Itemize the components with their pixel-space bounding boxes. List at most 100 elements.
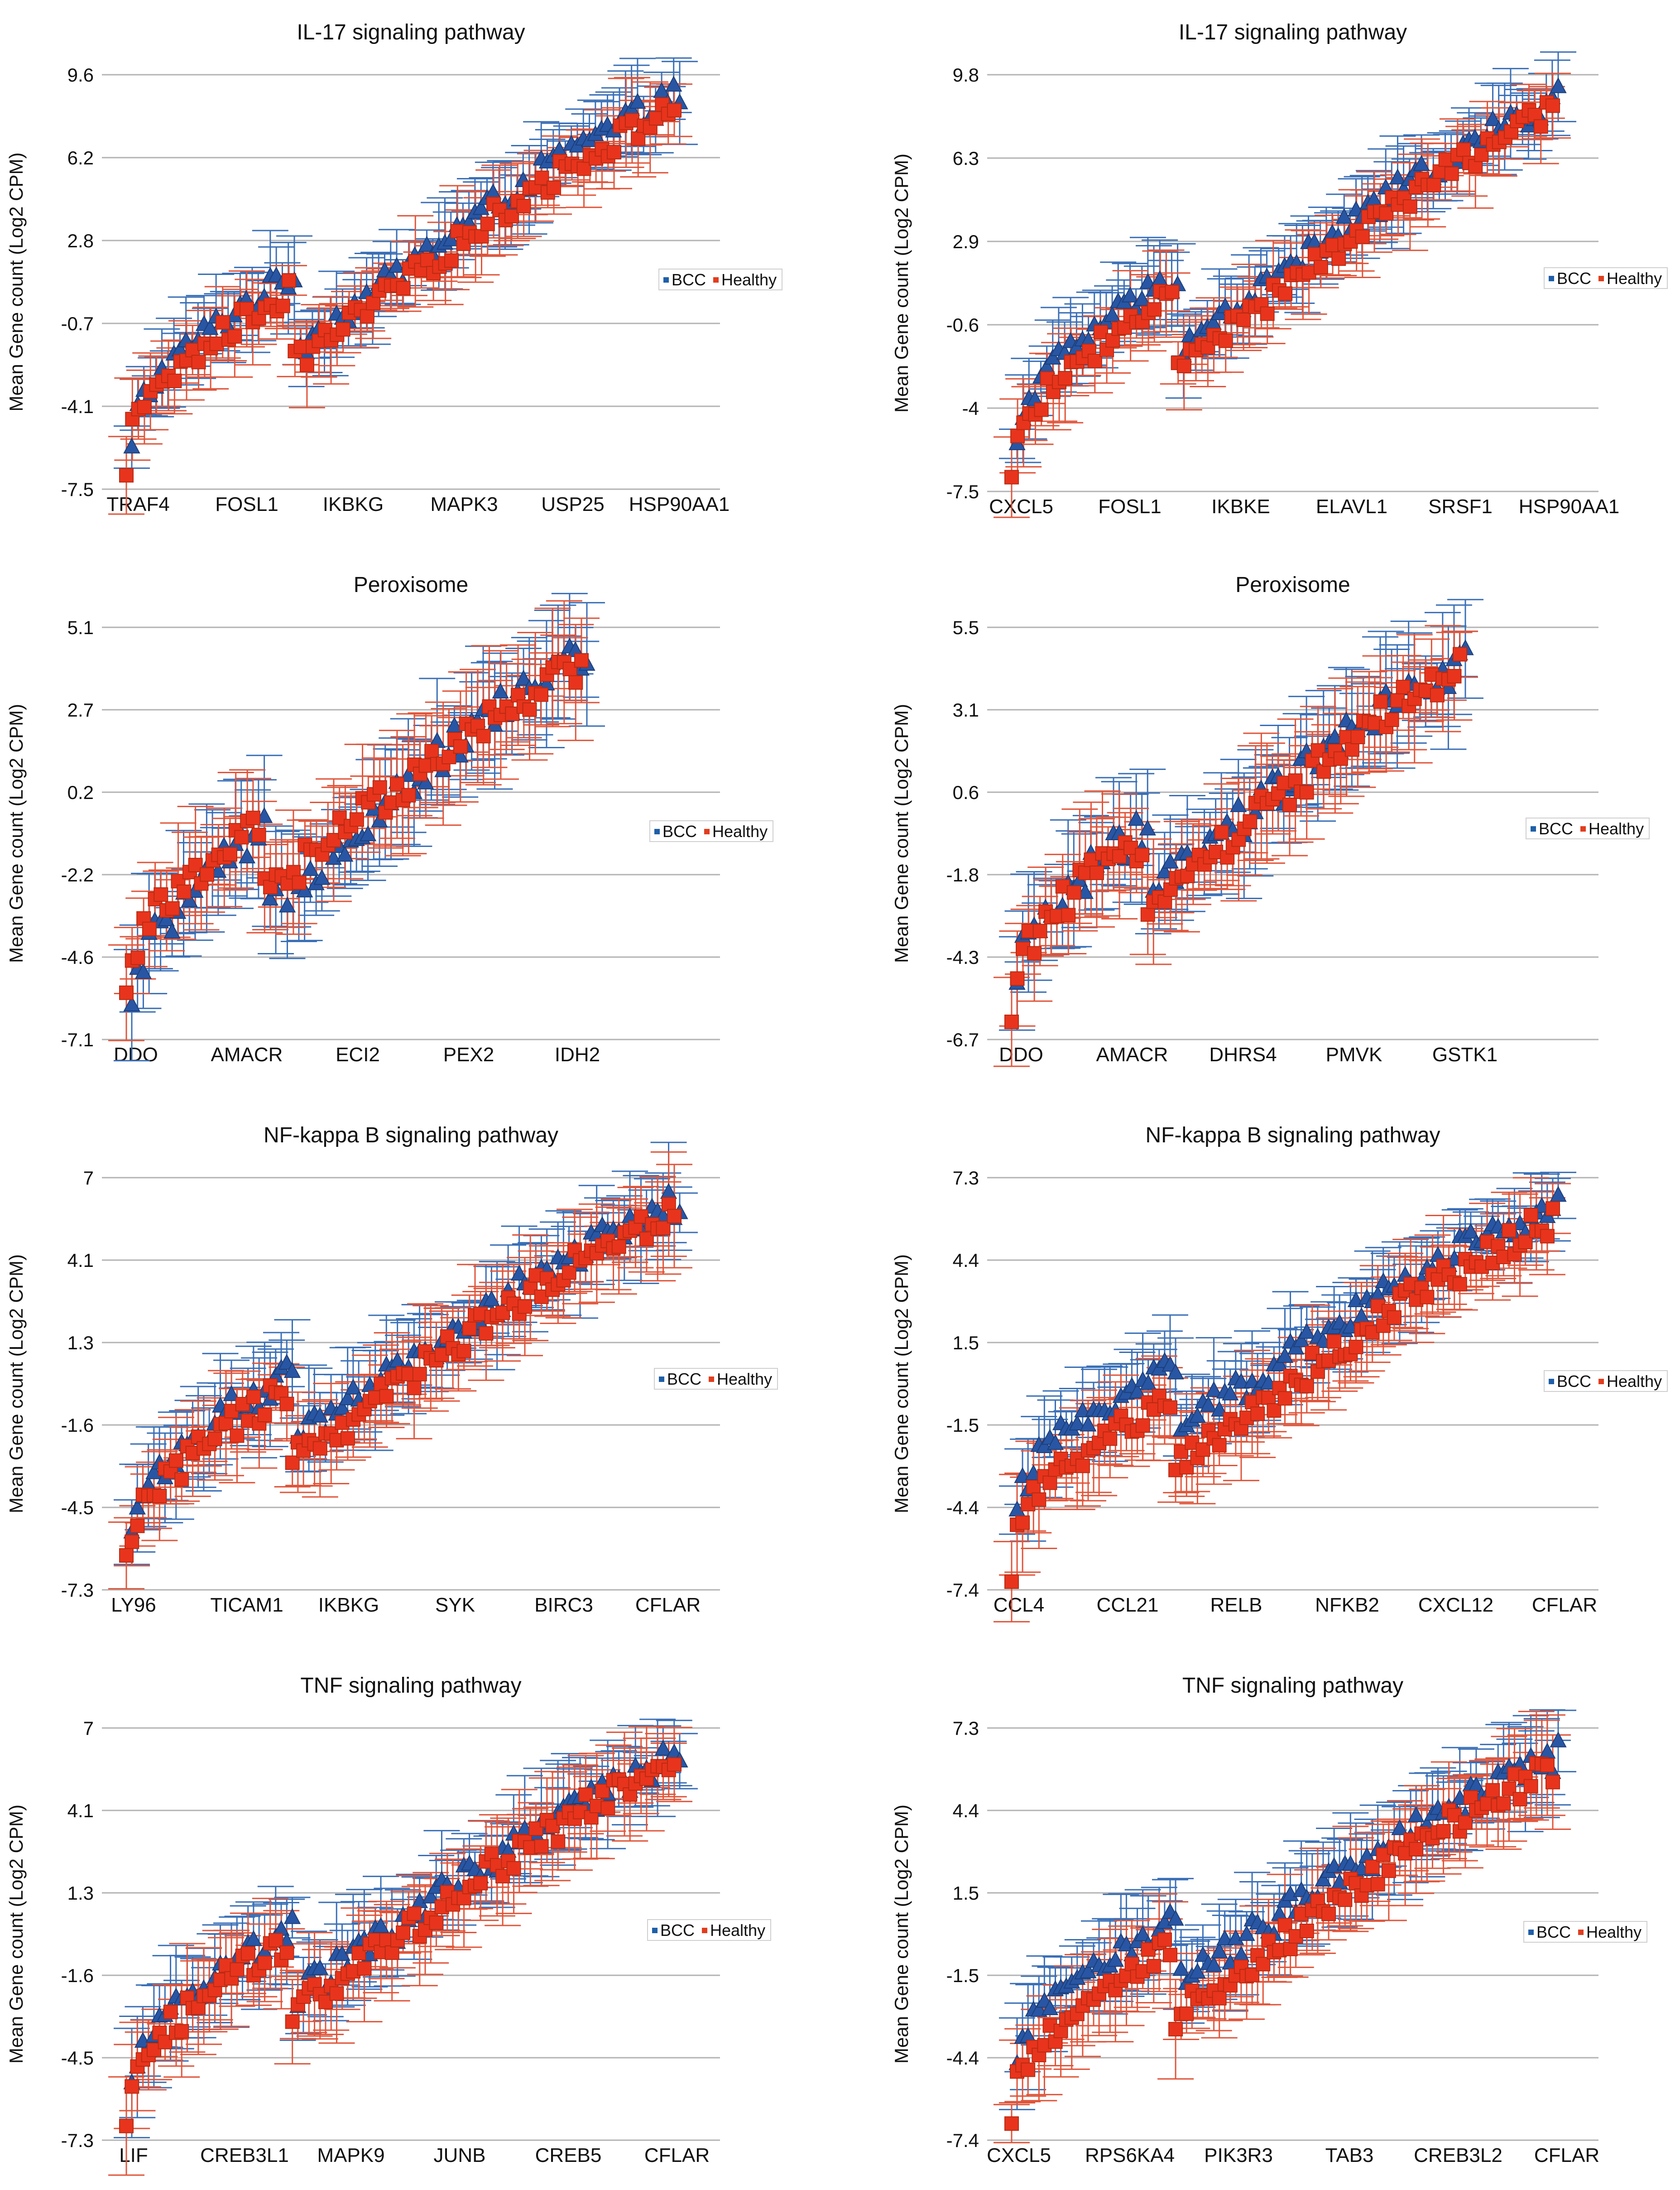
y-tick-label: 3.1 <box>953 699 979 721</box>
data-point-bcc <box>1205 1381 1223 1397</box>
data-point-healthy <box>1540 1229 1555 1244</box>
data-point-bcc <box>1484 110 1502 126</box>
y-tick-label: 4.1 <box>67 1800 94 1821</box>
y-tick-label: -4.5 <box>61 2047 94 2069</box>
data-point-healthy <box>1103 1431 1118 1446</box>
data-point-healthy <box>1379 206 1394 221</box>
data-point-healthy <box>396 281 411 296</box>
legend: BCC Healthy <box>658 269 782 290</box>
data-point-healthy <box>462 1321 477 1336</box>
data-point-bcc <box>1233 1372 1250 1389</box>
markers-healthy <box>119 1197 682 1563</box>
data-point-healthy <box>576 161 591 176</box>
data-point-healthy <box>547 180 562 195</box>
data-point-healthy <box>1236 313 1251 327</box>
x-tick-label: NFKB2 <box>1315 1594 1379 1616</box>
data-point-healthy <box>667 1208 682 1223</box>
legend: BCC Healthy <box>1544 1370 1668 1392</box>
data-point-healthy <box>1004 1574 1019 1589</box>
legend-swatch-bcc <box>659 1377 664 1382</box>
y-tick-label: -0.6 <box>946 314 979 336</box>
legend-swatch-healthy <box>713 277 719 283</box>
data-point-healthy <box>1327 1334 1342 1349</box>
data-point-bcc <box>238 847 256 864</box>
y-axis-label: Mean Gene count (Log2 CPM) <box>891 704 912 963</box>
data-point-bcc <box>1271 1355 1288 1371</box>
data-point-bcc <box>210 862 227 878</box>
y-tick-label: -4.6 <box>61 947 94 968</box>
legend-label-healthy: Healthy <box>1589 819 1644 838</box>
legend-swatch-healthy <box>709 1377 714 1382</box>
markers-healthy <box>119 653 589 1000</box>
data-point-bcc <box>181 891 198 907</box>
legend: BCC Healthy <box>1526 818 1650 839</box>
y-tick-label: -7.1 <box>61 1029 94 1050</box>
data-point-bcc <box>388 257 405 273</box>
y-axis-label: Mean Gene count (Log2 CPM) <box>5 1805 27 2064</box>
y-tick-label: -1.8 <box>946 864 979 886</box>
data-point-healthy <box>516 199 531 214</box>
data-point-healthy <box>1546 1201 1560 1216</box>
y-tick-label: 2.7 <box>67 699 94 721</box>
data-point-healthy <box>1058 371 1073 386</box>
y-tick-label: 9.8 <box>953 64 979 86</box>
data-point-healthy <box>1384 712 1399 727</box>
data-point-healthy <box>366 296 381 311</box>
markers-healthy <box>119 97 682 483</box>
data-point-healthy <box>340 1431 355 1446</box>
y-tick-label: 1.3 <box>67 1332 94 1353</box>
x-tick-label: IKBKG <box>318 1594 379 1616</box>
data-point-healthy <box>1243 814 1258 829</box>
y-tick-label: 2.9 <box>953 231 979 252</box>
data-point-bcc <box>163 923 181 939</box>
data-point-healthy <box>407 1381 422 1396</box>
chart-title: Peroxisome <box>1235 573 1350 597</box>
data-point-healthy <box>1034 402 1049 417</box>
data-point-bcc <box>1074 1401 1091 1418</box>
data-point-healthy <box>1165 284 1180 299</box>
data-point-healthy <box>1214 825 1229 840</box>
x-tick-label: DDO <box>999 1044 1043 1066</box>
data-point-bcc <box>1230 796 1247 812</box>
data-point-healthy <box>479 1326 494 1341</box>
data-point-bcc <box>278 896 296 913</box>
data-point-healthy <box>191 355 206 370</box>
data-point-bcc <box>1069 1414 1086 1431</box>
data-point-healthy <box>1075 1458 1090 1473</box>
data-point-bcc <box>261 890 278 906</box>
chart-title: Peroxisome <box>354 573 468 597</box>
data-point-healthy <box>1089 865 1104 880</box>
chart-panel-4: Peroxisome Mean Gene count (Log2 CPM) 5.5 3… <box>891 573 1650 1067</box>
data-point-healthy <box>207 1431 222 1446</box>
data-point-healthy <box>1212 1438 1227 1453</box>
data-point-healthy <box>1004 470 1019 485</box>
data-point-bcc <box>1121 286 1139 303</box>
legend-box <box>654 1368 778 1390</box>
y-tick-label: -4.5 <box>61 1497 94 1518</box>
data-point-healthy <box>360 309 374 324</box>
y-axis-label: Mean Gene count (Log2 CPM) <box>891 1254 912 1513</box>
data-point-bcc <box>1128 1382 1146 1399</box>
data-point-bcc <box>255 807 273 823</box>
chart-panel-3: Peroxisome Mean Gene count (Log2 CPM) 5.1 2… <box>5 573 773 1066</box>
y-tick-label: -2.2 <box>61 864 94 886</box>
data-point-healthy <box>1267 1403 1282 1418</box>
y-tick-label: 7.3 <box>953 1167 979 1189</box>
y-tick-label: 6.3 <box>953 148 979 169</box>
data-point-bcc <box>442 230 460 246</box>
data-point-healthy <box>165 901 180 916</box>
data-point-healthy <box>631 131 646 146</box>
data-point-healthy <box>1027 946 1042 961</box>
data-point-bcc <box>1550 77 1567 93</box>
y-tick-label: 4.4 <box>953 1250 979 1271</box>
data-point-healthy <box>1135 847 1150 862</box>
data-point-healthy <box>1373 694 1388 709</box>
y-tick-label: -7.3 <box>61 2130 94 2151</box>
data-point-healthy <box>185 342 200 357</box>
data-point-bcc <box>123 437 140 454</box>
legend-label-bcc: BCC <box>1539 819 1573 838</box>
data-point-bcc <box>359 825 377 842</box>
data-point-healthy <box>1140 907 1155 922</box>
data-point-healthy <box>1015 1515 1030 1530</box>
